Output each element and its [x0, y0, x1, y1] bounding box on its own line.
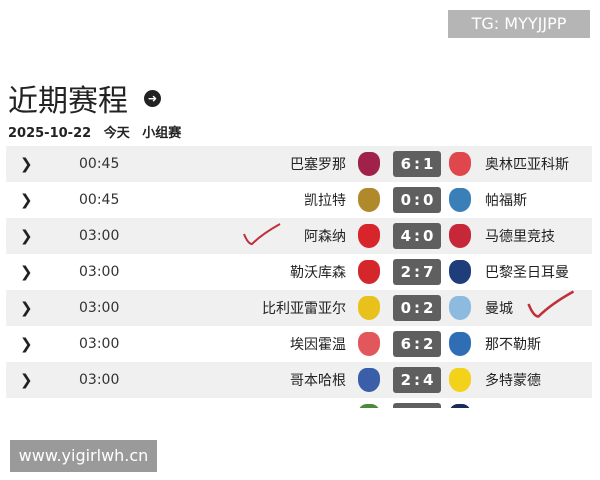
away-team-logo-icon — [449, 332, 471, 356]
away-team[interactable]: 马德里竞技 — [485, 229, 555, 245]
chevron-right-icon[interactable]: ❯ — [20, 371, 33, 389]
match-row[interactable]: ❯ 00:45 巴塞罗那 6:1 奥林匹亚科斯 — [6, 146, 592, 182]
chevron-right-icon[interactable]: ❯ — [20, 263, 33, 281]
chevron-right-icon[interactable]: ❯ — [20, 407, 33, 408]
away-team-logo-icon — [449, 296, 471, 320]
checkmark-icon — [527, 290, 575, 318]
date-header: 2025-10-22 今天 小组赛 — [8, 122, 189, 141]
match-time: 03:00 — [79, 264, 120, 280]
score-badge: 6:2 — [393, 331, 441, 357]
home-team[interactable]: 巴塞罗那 — [290, 157, 346, 173]
chevron-right-icon[interactable]: ❯ — [20, 191, 33, 209]
score-badge: 6:1 — [393, 151, 441, 177]
match-time: 00:45 — [79, 192, 120, 208]
home-team[interactable]: 哥本哈根 — [290, 373, 346, 389]
match-time: 03:00 — [79, 336, 120, 352]
match-time: 03:00 — [79, 300, 120, 316]
home-team-logo-icon — [358, 368, 380, 392]
away-team-logo-icon — [449, 404, 471, 408]
chevron-right-icon[interactable]: ❯ — [20, 335, 33, 353]
checkmark-icon — [243, 223, 281, 246]
match-row[interactable]: ❯ 03:00 比利亚雷亚尔 0:2 曼城 — [6, 290, 592, 326]
match-row[interactable]: ❯ — [6, 398, 592, 408]
home-team-logo-icon — [358, 260, 380, 284]
score-badge: 0:2 — [393, 295, 441, 321]
away-team-logo-icon — [449, 368, 471, 392]
title-text: 近期赛程 — [8, 84, 128, 119]
away-team-logo-icon — [449, 188, 471, 212]
home-team[interactable]: 凯拉特 — [304, 193, 346, 209]
arrow-right-circle-icon[interactable]: ➜ — [144, 89, 161, 107]
home-team[interactable]: 阿森纳 — [304, 229, 346, 245]
away-team[interactable]: 曼城 — [485, 301, 513, 317]
home-team-logo-icon — [358, 404, 380, 408]
date: 2025-10-22 — [8, 126, 92, 141]
score-badge: 2:4 — [393, 367, 441, 393]
home-team-logo-icon — [358, 296, 380, 320]
match-row[interactable]: ❯ 00:45 凯拉特 0:0 帕福斯 — [6, 182, 592, 218]
home-team-logo-icon — [358, 188, 380, 212]
away-team-logo-icon — [449, 260, 471, 284]
home-team-logo-icon — [358, 332, 380, 356]
home-team-logo-icon — [358, 224, 380, 248]
away-team-logo-icon — [449, 224, 471, 248]
day-label: 今天 — [103, 126, 130, 141]
home-team[interactable]: 勒沃库森 — [290, 265, 346, 281]
page-title: 近期赛程 ➜ — [8, 76, 161, 120]
match-time: 03:00 — [79, 372, 120, 388]
away-team[interactable]: 多特蒙德 — [485, 373, 541, 389]
away-team-logo-icon — [449, 152, 471, 176]
match-time: 00:45 — [79, 156, 120, 172]
home-team[interactable]: 埃因霍温 — [290, 337, 346, 353]
watermark-url: www.yigirlwh.cn — [10, 440, 157, 472]
away-team[interactable]: 帕福斯 — [485, 193, 527, 209]
chevron-right-icon[interactable]: ❯ — [20, 299, 33, 317]
home-team[interactable]: 比利亚雷亚尔 — [262, 301, 346, 317]
match-row[interactable]: ❯ 03:00 埃因霍温 6:2 那不勒斯 — [6, 326, 592, 362]
match-row[interactable]: ❯ 03:00 哥本哈根 2:4 多特蒙德 — [6, 362, 592, 398]
watermark-tg: TG: MYYJJPP — [448, 10, 590, 38]
chevron-right-icon[interactable]: ❯ — [20, 227, 33, 245]
match-time: 03:00 — [79, 228, 120, 244]
chevron-right-icon[interactable]: ❯ — [20, 155, 33, 173]
stage-label: 小组赛 — [142, 126, 182, 141]
match-row[interactable]: ❯ 03:00 阿森纳 4:0 马德里竞技 — [6, 218, 592, 254]
away-team[interactable]: 巴黎圣日耳曼 — [485, 265, 569, 281]
score-badge: 4:0 — [393, 223, 441, 249]
away-team[interactable]: 奥林匹亚科斯 — [485, 157, 569, 173]
score-badge: 0:0 — [393, 187, 441, 213]
away-team[interactable]: 那不勒斯 — [485, 337, 541, 353]
score-badge: 2:7 — [393, 259, 441, 285]
score-badge — [393, 403, 441, 408]
match-row[interactable]: ❯ 03:00 勒沃库森 2:7 巴黎圣日耳曼 — [6, 254, 592, 290]
home-team-logo-icon — [358, 152, 380, 176]
match-list: ❯ 00:45 巴塞罗那 6:1 奥林匹亚科斯 ❯ 00:45 凯拉特 0:0 帕… — [6, 146, 592, 408]
